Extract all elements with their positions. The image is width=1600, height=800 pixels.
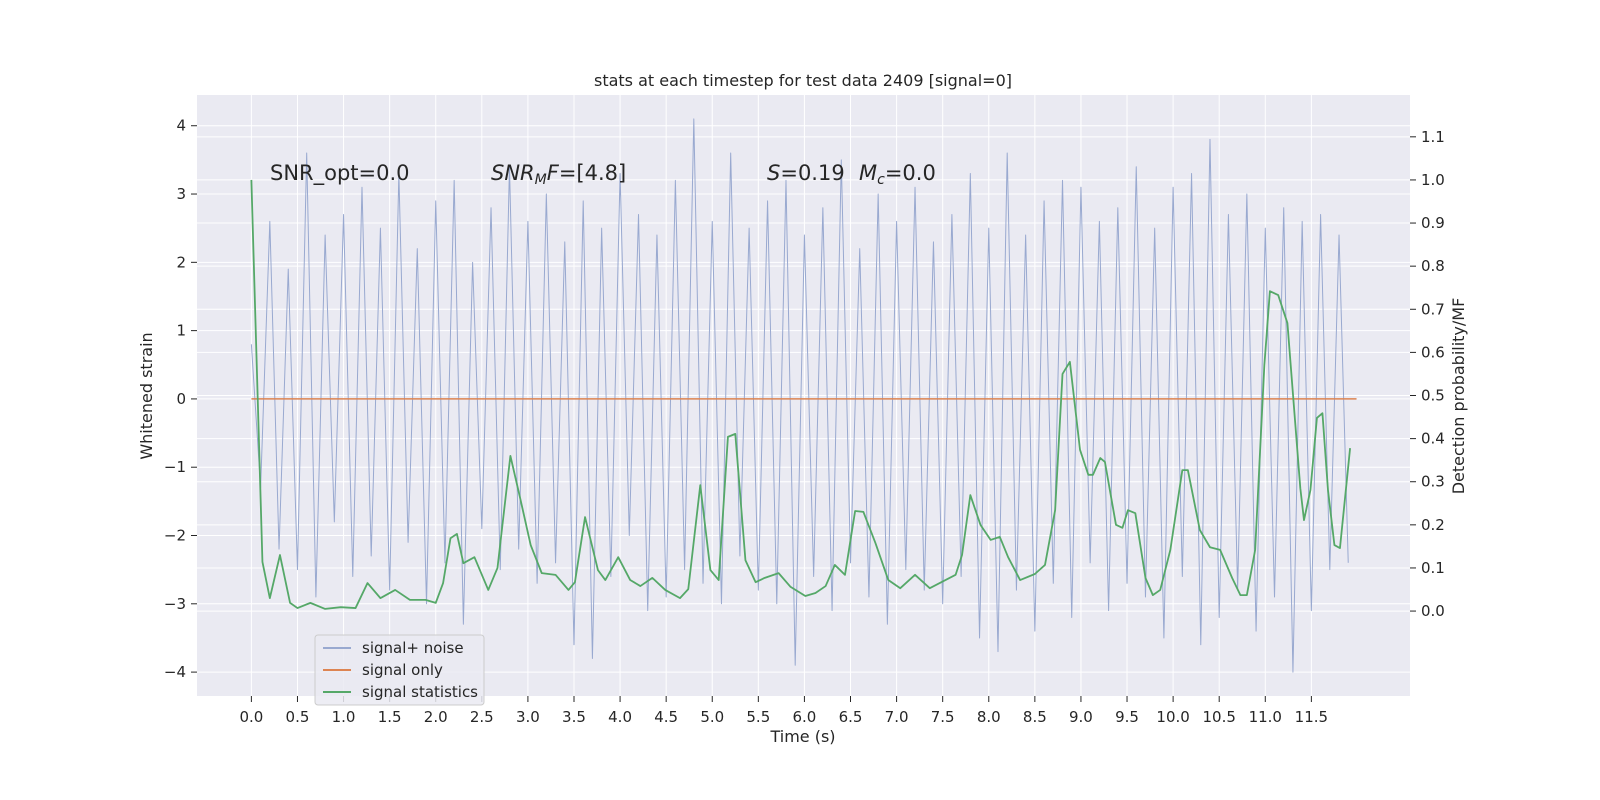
x-tick-label: 8.0 — [977, 708, 1001, 726]
annotation: SNR_opt=0.0 — [270, 161, 410, 186]
chart-title: stats at each timestep for test data 240… — [594, 71, 1012, 90]
y-tick-label: −1 — [164, 458, 186, 476]
y-tick-label: 3 — [176, 185, 186, 203]
y-axis-label: Whitened strain — [137, 332, 156, 459]
annotation: S=0.19 — [767, 161, 845, 185]
annotation-part: S — [767, 161, 780, 185]
x-tick-label: 0.5 — [286, 708, 310, 726]
x-tick-label: 8.5 — [1023, 708, 1047, 726]
x-tick-label: 4.5 — [654, 708, 678, 726]
y2-tick-label: 0.1 — [1421, 559, 1445, 577]
annotation-part: M — [859, 161, 877, 185]
y-tick-label: 4 — [176, 117, 186, 135]
x-tick-label: 1.5 — [378, 708, 402, 726]
y2-tick-label: 0.4 — [1421, 430, 1445, 448]
x-tick-label: 7.0 — [885, 708, 909, 726]
marks — [250, 118, 1357, 673]
x-tick-label: 0.0 — [239, 708, 263, 726]
y-tick-label: −2 — [164, 527, 186, 545]
x-tick-label: 1.0 — [332, 708, 356, 726]
legend-label: signal statistics — [362, 683, 478, 701]
annotation: SNRMF=[4.8] — [491, 161, 626, 188]
y2-tick-label: 0.0 — [1421, 602, 1445, 620]
axes: 0.0 0.5 1.0 1.5 2.0 2.5 3.0 3.5 4.0 4.5 5.0 5.5 6.0 6… — [164, 117, 1445, 726]
annotation-part: =[4.8] — [559, 161, 626, 185]
y2-tick-label: 0.8 — [1421, 257, 1445, 275]
legend-box — [314, 634, 485, 706]
y-tick-label: 1 — [176, 322, 186, 340]
y2-tick-label: 1.1 — [1421, 128, 1445, 146]
x-tick-label: 3.5 — [562, 708, 586, 726]
x-tick-label: 2.0 — [424, 708, 448, 726]
legend-label: signal+ noise — [362, 639, 464, 657]
annotation-part: SNR — [491, 161, 535, 185]
y2-tick-label: 1.0 — [1421, 171, 1445, 189]
x-tick-label: 3.0 — [516, 708, 540, 726]
x-tick-label: 11.5 — [1295, 708, 1328, 726]
x-tick-label: 9.5 — [1115, 708, 1139, 726]
x-tick-label: 11.0 — [1249, 708, 1282, 726]
annotation-part: =0.0 — [885, 161, 936, 185]
y-tick-label: 2 — [176, 253, 186, 271]
legend-label: signal only — [362, 661, 443, 679]
x-tick-label: 10.0 — [1156, 708, 1189, 726]
y2-tick-label: 0.9 — [1421, 214, 1445, 232]
y2-tick-label: 0.6 — [1421, 343, 1445, 361]
x-tick-label: 5.0 — [700, 708, 724, 726]
y2-tick-label: 0.2 — [1421, 516, 1445, 534]
x-tick-label: 4.0 — [608, 708, 632, 726]
x-tick-label: 6.5 — [839, 708, 863, 726]
legend: signal+ noise signal only signal statistic… — [314, 634, 485, 706]
y2-tick-label: 0.5 — [1421, 387, 1445, 405]
y-tick-label: 0 — [176, 390, 186, 408]
y-tick-label: −4 — [164, 663, 186, 681]
y2-tick-label: 0.7 — [1421, 300, 1445, 318]
x-tick-label: 9.0 — [1069, 708, 1093, 726]
series-line — [250, 118, 1349, 673]
x-axis-label: Time (s) — [769, 727, 835, 746]
annotation-part: SNR_opt=0.0 — [270, 161, 410, 186]
annotation-part: c — [877, 172, 885, 188]
series-line — [250, 179, 1351, 610]
annotation-part: F — [547, 161, 560, 185]
x-tick-label: 2.5 — [470, 708, 494, 726]
x-tick-label: 10.5 — [1202, 708, 1235, 726]
annotation: Mc=0.0 — [859, 161, 936, 188]
x-tick-label: 7.5 — [931, 708, 955, 726]
annotation-part: =0.19 — [780, 161, 844, 185]
y2-tick-label: 0.3 — [1421, 473, 1445, 491]
annotation-part: M — [535, 172, 547, 188]
x-tick-label: 5.5 — [746, 708, 770, 726]
x-tick-label: 6.0 — [792, 708, 816, 726]
y-tick-label: −3 — [164, 595, 186, 613]
y2-axis-label: Detection probability/MF — [1449, 298, 1468, 495]
